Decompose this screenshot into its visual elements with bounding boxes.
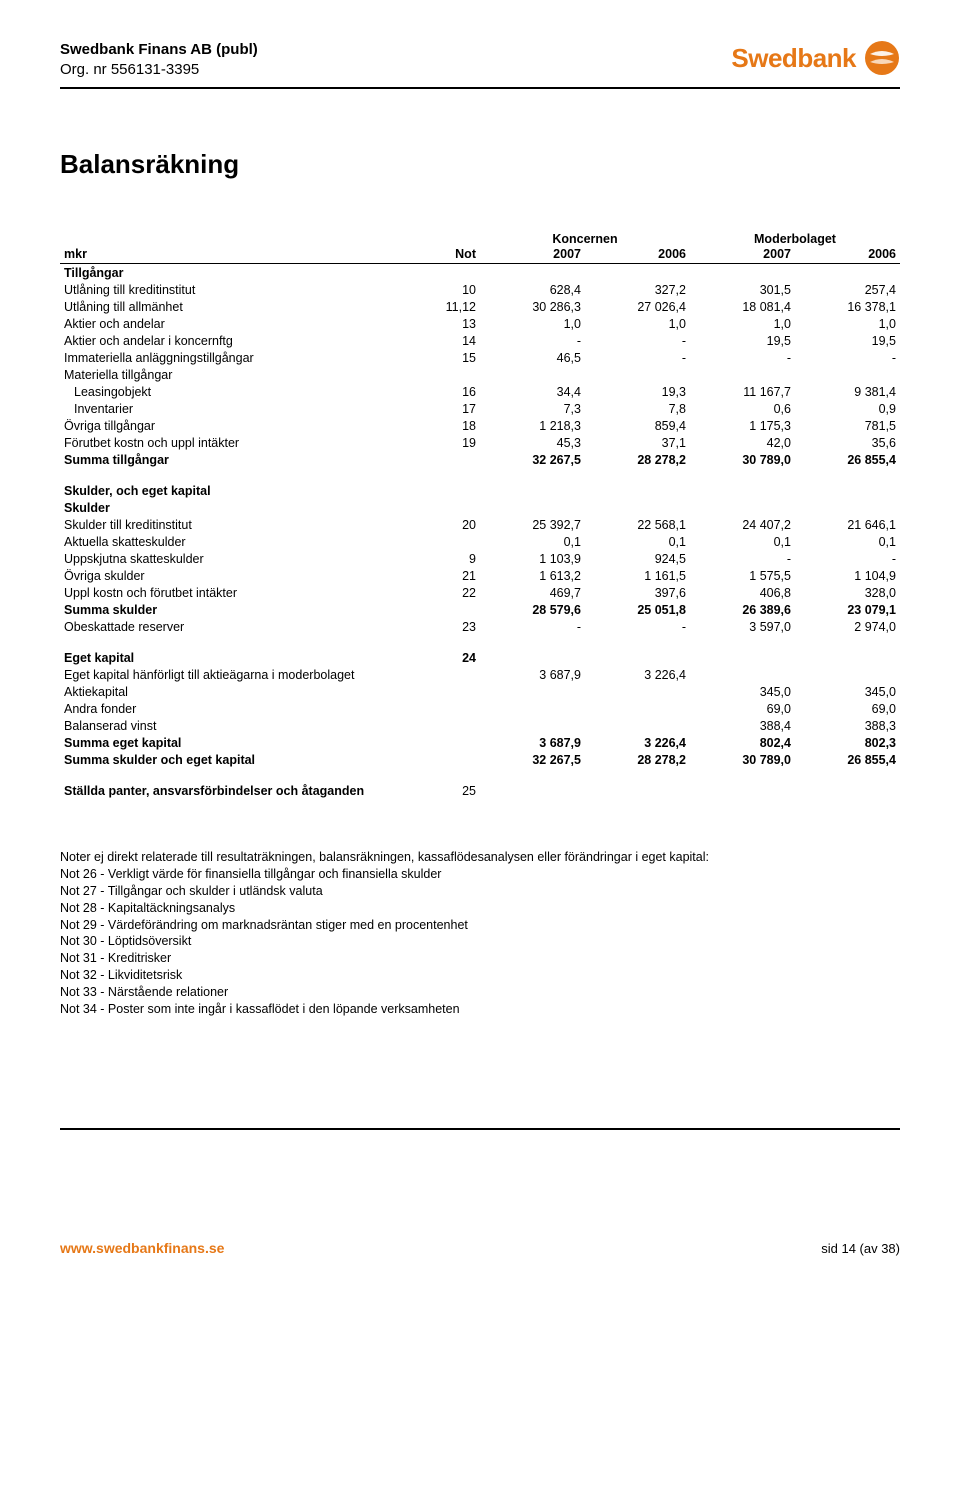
table-row: Aktier och andelar131,01,01,01,0 (60, 315, 900, 332)
table-row: Leasingobjekt1634,419,311 167,79 381,4 (60, 383, 900, 400)
skulder-heading: Skulder, och eget kapital (60, 482, 430, 499)
col-2007b: 2007 (690, 246, 795, 264)
footer-url: www.swedbankfinans.se (60, 1240, 224, 1256)
col-2006b: 2006 (795, 246, 900, 264)
notes-block: Noter ej direkt relaterade till resultat… (60, 849, 900, 1018)
company-name: Swedbank Finans AB (publ) (60, 40, 258, 60)
col-2006a: 2006 (585, 246, 690, 264)
table-row: Inventarier177,37,80,60,9 (60, 400, 900, 417)
skulder-sub: Skulder (60, 499, 430, 516)
page-header: Swedbank Finans AB (publ) Org. nr 556131… (60, 40, 900, 79)
table-row: Balanserad vinst388,4388,3 (60, 717, 900, 734)
col-mkr: mkr (60, 246, 430, 264)
table-row: Obeskattade reserver23--3 597,02 974,0 (60, 618, 900, 635)
table-row: Immateriella anläggningstillgångar1546,5… (60, 349, 900, 366)
note-line: Not 34 - Poster som inte ingår i kassafl… (60, 1001, 900, 1018)
brand-logo: Swedbank (731, 40, 900, 76)
table-row-total: Summa skulder28 579,625 051,826 389,623 … (60, 601, 900, 618)
table-row: Utlåning till allmänhet11,1230 286,327 0… (60, 298, 900, 315)
balance-sheet-table: Koncernen Moderbolaget mkr Not 2007 2006… (60, 230, 900, 799)
table-row: Aktuella skatteskulder0,10,10,10,1 (60, 533, 900, 550)
note-line: Not 31 - Kreditrisker (60, 950, 900, 967)
group-koncernen: Koncernen (480, 230, 690, 246)
table-row-total: Summa eget kapital3 687,93 226,4802,4802… (60, 734, 900, 751)
table-row: Aktiekapital345,0345,0 (60, 683, 900, 700)
notes-intro: Noter ej direkt relaterade till resultat… (60, 849, 900, 866)
table-row: Skulder till kreditinstitut2025 392,722 … (60, 516, 900, 533)
table-row: Uppskjutna skatteskulder91 103,9924,5-- (60, 550, 900, 567)
note-line: Not 29 - Värdeförändring om marknadsränt… (60, 917, 900, 934)
org-number: Org. nr 556131-3395 (60, 60, 258, 80)
table-row: Förutbet kostn och uppl intäkter1945,337… (60, 434, 900, 451)
table-row: Andra fonder69,069,0 (60, 700, 900, 717)
group-moderbolaget: Moderbolaget (690, 230, 900, 246)
note-line: Not 33 - Närstående relationer (60, 984, 900, 1001)
note-line: Not 28 - Kapitaltäckningsanalys (60, 900, 900, 917)
brand-name: Swedbank (731, 43, 856, 74)
note-line: Not 32 - Likviditetsrisk (60, 967, 900, 984)
col-2007a: 2007 (480, 246, 585, 264)
note-line: Not 27 - Tillgångar och skulder i utländ… (60, 883, 900, 900)
swedbank-icon (864, 40, 900, 76)
table-row: Aktier och andelar i koncernftg14--19,51… (60, 332, 900, 349)
tillgangar-heading: Tillgångar (60, 264, 430, 282)
company-block: Swedbank Finans AB (publ) Org. nr 556131… (60, 40, 258, 79)
table-row: Ställda panter, ansvarsförbindelser och … (60, 782, 900, 799)
page-title: Balansräkning (60, 149, 900, 180)
table-row: Materiella tillgångar (60, 366, 900, 383)
table-row: Övriga tillgångar181 218,3859,41 175,378… (60, 417, 900, 434)
table-row: Eget kapital hänförligt till aktieägarna… (60, 666, 900, 683)
table-row-total: Summa tillgångar32 267,528 278,230 789,0… (60, 451, 900, 468)
eget-kapital-heading: Eget kapital (60, 649, 430, 666)
note-line: Not 30 - Löptidsöversikt (60, 933, 900, 950)
col-not: Not (430, 246, 480, 264)
table-row: Utlåning till kreditinstitut10628,4327,2… (60, 281, 900, 298)
header-rule (60, 87, 900, 89)
table-row-total: Summa skulder och eget kapital32 267,528… (60, 751, 900, 768)
note-line: Not 26 - Verkligt värde för finansiella … (60, 866, 900, 883)
page-footer: www.swedbankfinans.se sid 14 (av 38) (60, 1128, 900, 1256)
table-row: Uppl kostn och förutbet intäkter22469,73… (60, 584, 900, 601)
table-row: Övriga skulder211 613,21 161,51 575,51 1… (60, 567, 900, 584)
footer-rule (60, 1128, 900, 1130)
footer-page: sid 14 (av 38) (821, 1241, 900, 1256)
